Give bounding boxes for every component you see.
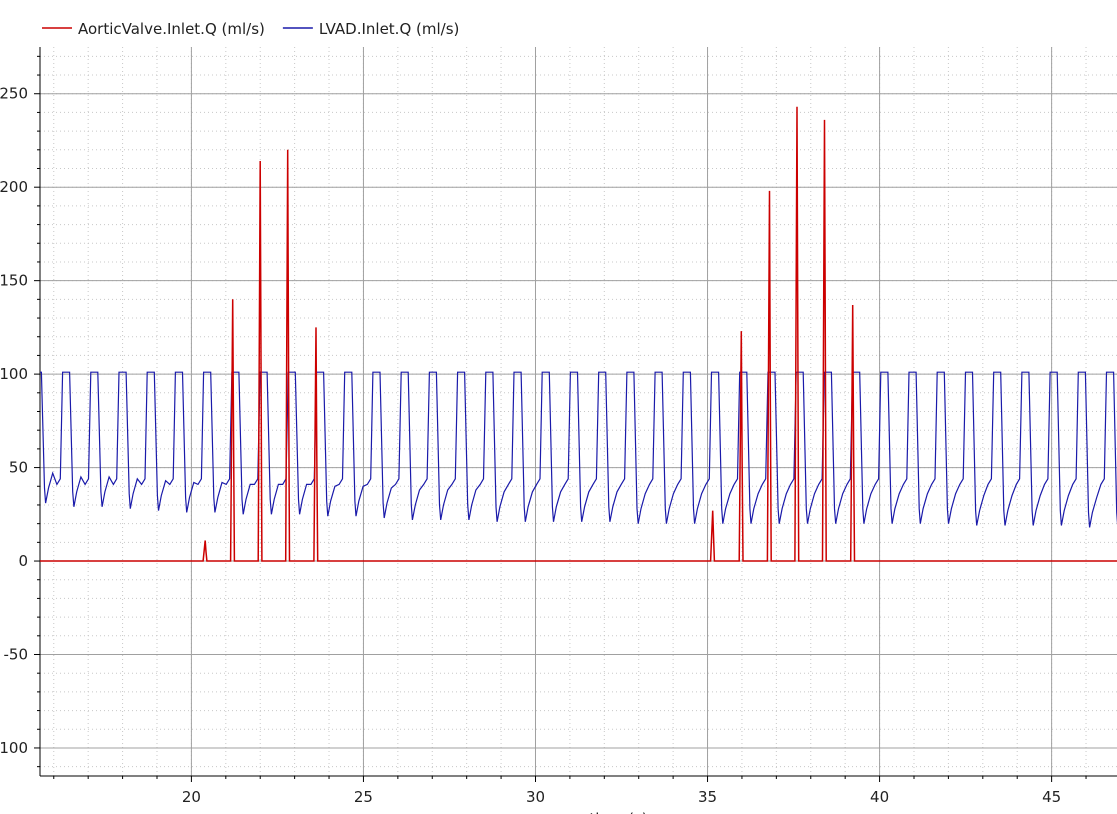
- legend: AorticValve.Inlet.Q (ml/s) LVAD.Inlet.Q (…: [42, 20, 459, 38]
- tick-labels: 20 25 30 35 40 45 100 -50 0 50 100 150 200 250 time (s…: [0, 85, 1061, 814]
- y-tick-label: 100: [0, 365, 28, 383]
- x-tick-label: 40: [870, 788, 889, 806]
- y-tick-label: -50: [4, 646, 29, 664]
- x-tick-label: 35: [698, 788, 717, 806]
- series-line-aortic-valve-inlet: [40, 106, 1117, 562]
- x-axis-label: time (s): [589, 810, 647, 814]
- y-tick-label: 50: [9, 459, 28, 477]
- axes: [34, 47, 1117, 782]
- x-tick-label: 45: [1042, 788, 1061, 806]
- y-tick-label: 200: [0, 178, 28, 196]
- legend-label: LVAD.Inlet.Q (ml/s): [319, 20, 460, 38]
- y-tick-label: 250: [0, 85, 28, 103]
- y-tick-label: 0: [18, 552, 28, 570]
- x-tick-label: 20: [182, 788, 201, 806]
- series-lines: [40, 106, 1117, 562]
- y-tick-label: 150: [0, 272, 28, 290]
- x-tick-label: 25: [354, 788, 373, 806]
- y-tick-label: 100: [0, 739, 28, 757]
- legend-label: AorticValve.Inlet.Q (ml/s): [78, 20, 265, 38]
- x-tick-label: 30: [526, 788, 545, 806]
- series-line-lvad-inlet: [40, 371, 1117, 528]
